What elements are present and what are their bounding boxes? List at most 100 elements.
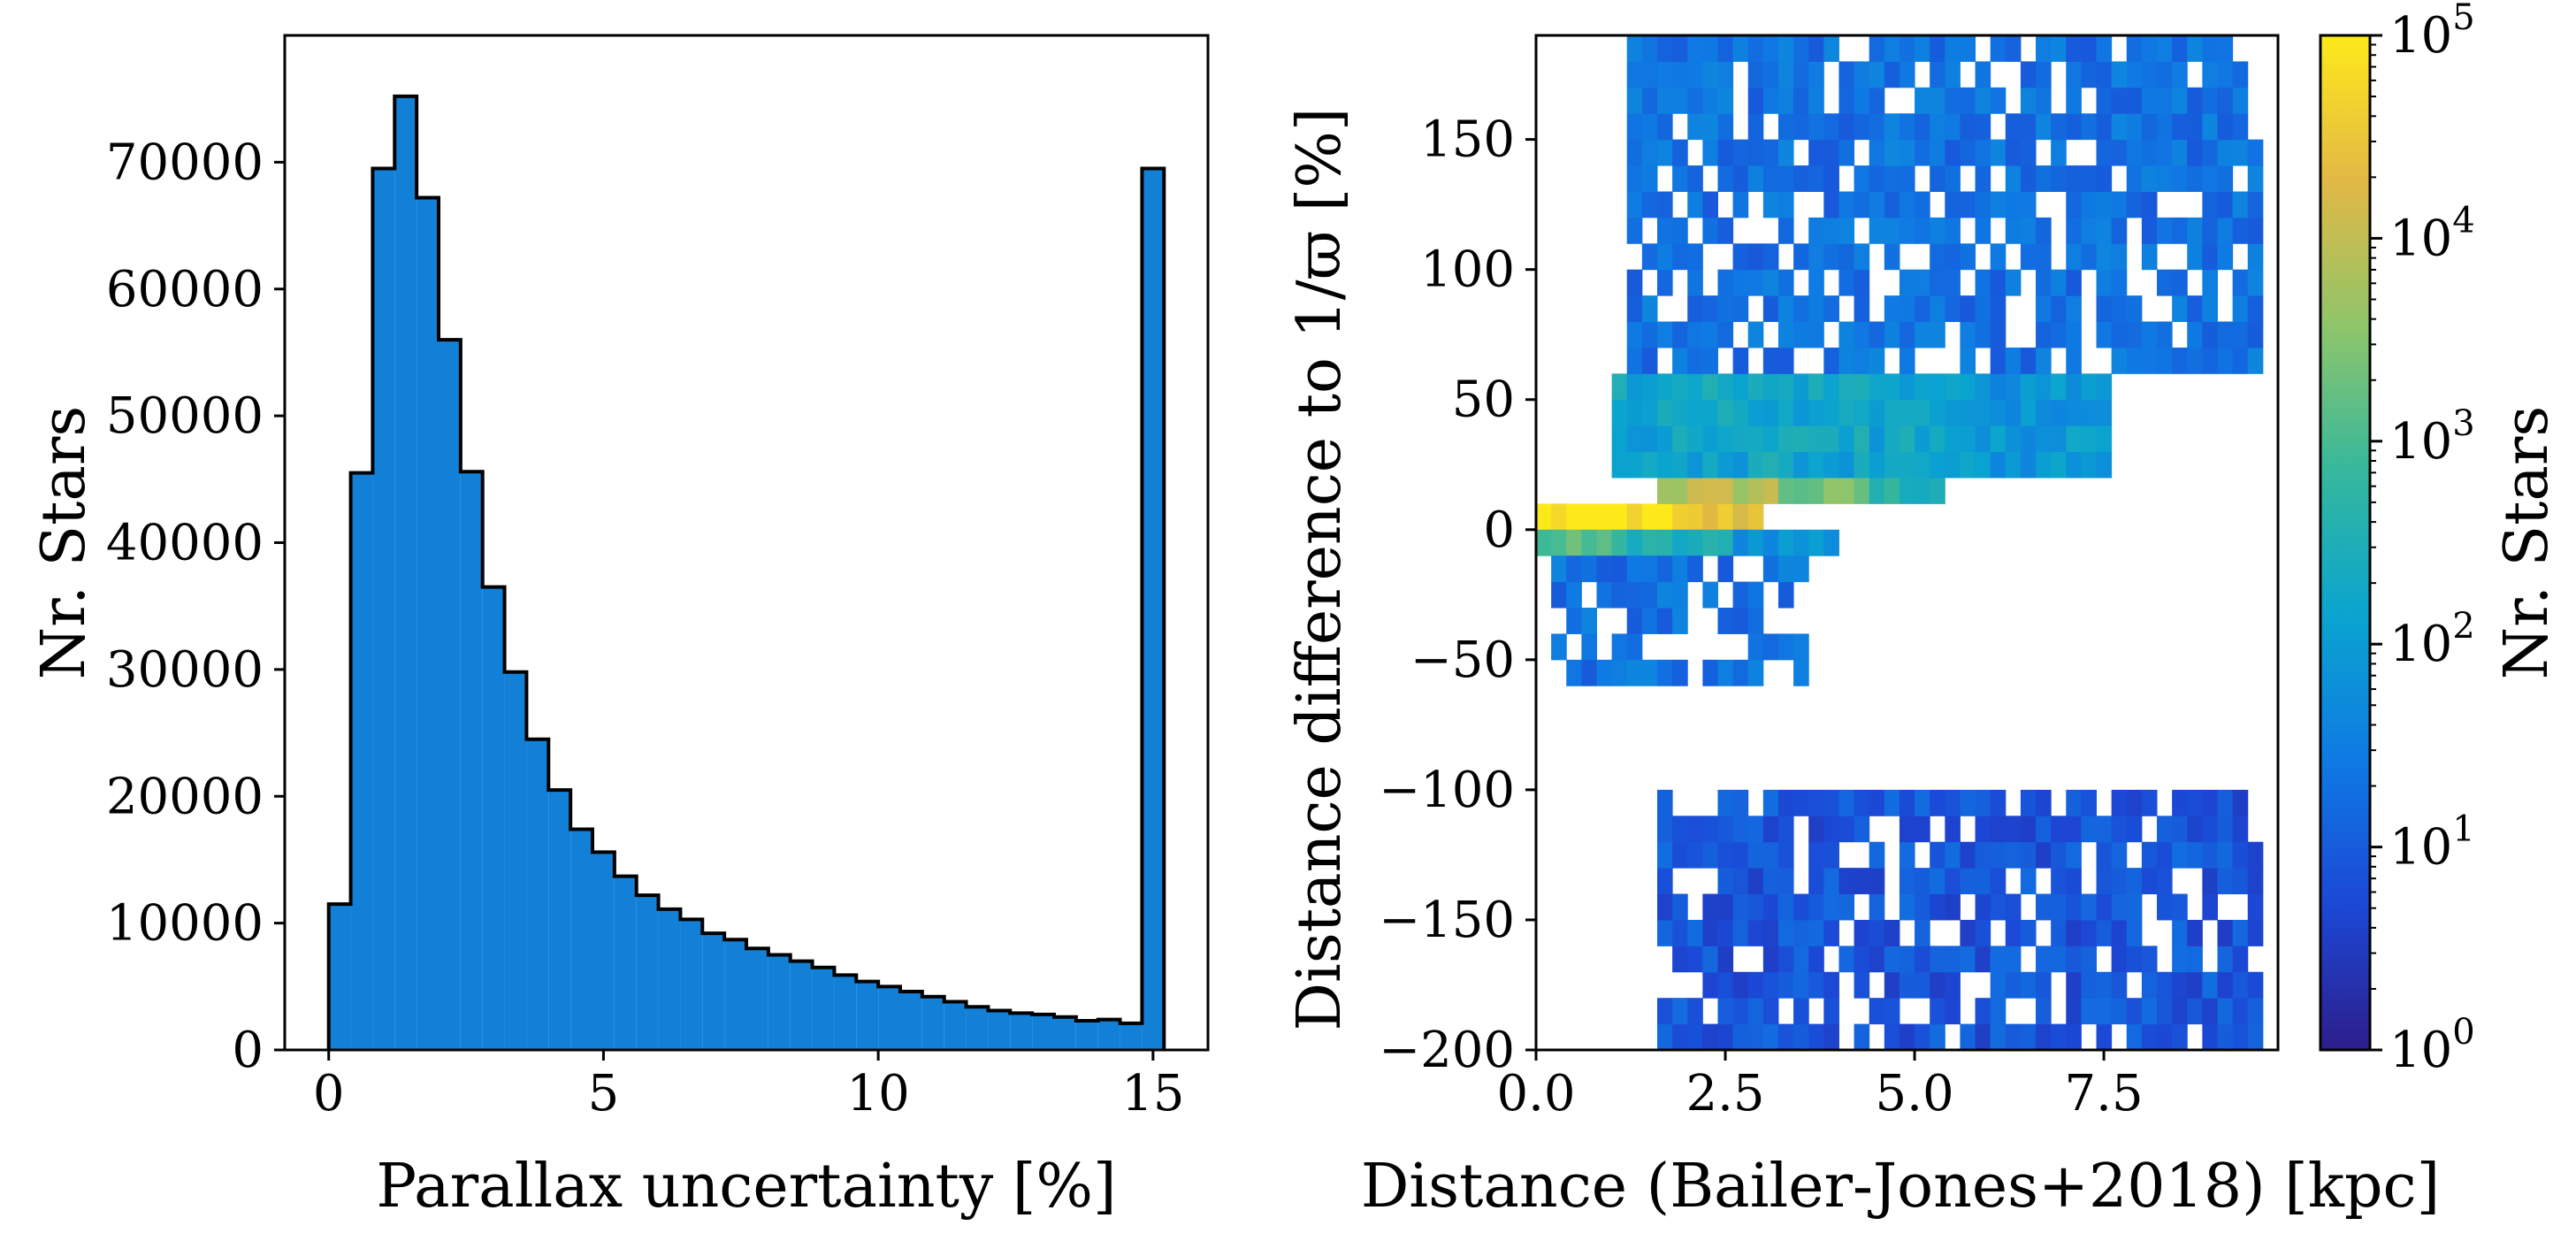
heatmap-cell <box>1656 868 1673 895</box>
heatmap-cell <box>1884 321 1900 349</box>
histogram-bar <box>702 933 725 1050</box>
heatmap-cell <box>2066 35 2082 62</box>
heatmap-cell <box>2172 269 2188 296</box>
heatmap-cell <box>1747 529 1764 556</box>
heatmap-cell <box>2202 191 2219 218</box>
heatmap-cell <box>1808 113 1824 141</box>
heatmap-cell <box>1717 113 1734 141</box>
heatmap-cell <box>1975 191 1991 218</box>
heatmap-cell <box>1687 529 1703 556</box>
heatmap-cell <box>1869 946 1885 973</box>
heatmap-cell <box>1838 217 1855 244</box>
histogram-bar <box>856 981 879 1050</box>
heatmap-y-ticks: −200 −150 −100 −50 0 50 100 150 <box>1379 111 1536 1079</box>
heatmap-cell <box>2005 893 2022 921</box>
heatmap-cell <box>1854 816 1870 843</box>
heatmap-cell <box>1838 868 1855 895</box>
heatmap-cell <box>1945 399 1961 426</box>
heatmap-cell <box>2005 113 2022 141</box>
heatmap-y-tick-label: −150 <box>1379 892 1515 949</box>
heatmap-cell <box>1687 61 1703 88</box>
heatmap-cell <box>1747 581 1764 609</box>
heatmap-cell <box>1808 477 1824 504</box>
heatmap-cell <box>1838 113 1855 141</box>
heatmap-cell <box>2066 243 2082 271</box>
heatmap-cell <box>1777 971 1794 999</box>
heatmap-cell <box>1854 113 1870 141</box>
heatmap-cell <box>1990 816 2007 843</box>
heatmap-cell <box>1762 373 1779 401</box>
heatmap-y-tick-label: −100 <box>1379 762 1515 819</box>
colorbar-tick-label: 105 <box>2389 0 2475 65</box>
heatmap-cell <box>1732 1023 1749 1051</box>
heatmap-cell <box>1687 946 1703 973</box>
heatmap-cell <box>2232 919 2249 946</box>
heatmap-cell <box>1808 841 1824 869</box>
heatmap-cell <box>1975 893 1991 921</box>
heatmap-cell <box>2247 919 2264 946</box>
heatmap-cell <box>1793 633 1809 661</box>
heatmap-cell <box>2111 816 2128 843</box>
heatmap-cell <box>2157 347 2173 374</box>
heatmap-cell <box>1656 1023 1673 1051</box>
histogram-bar <box>812 967 835 1050</box>
heatmap-cell <box>2232 841 2249 869</box>
heatmap-cell <box>1687 399 1703 426</box>
heatmap-cell <box>2081 998 2098 1025</box>
heatmap-cell <box>2005 451 2022 479</box>
heatmap-cell <box>1747 816 1764 843</box>
heatmap-cell <box>2217 919 2234 946</box>
heatmap-cell <box>1656 191 1673 218</box>
heatmap-cell <box>1656 321 1673 349</box>
heatmap-cell <box>1823 217 1839 244</box>
heatmap-cell <box>2141 35 2158 62</box>
heatmap-cell <box>2157 893 2173 921</box>
heatmap-cell <box>2066 971 2082 999</box>
heatmap-x-tick-label: 7.5 <box>2065 1065 2144 1122</box>
heatmap-cell <box>1656 451 1673 479</box>
heatmap-cell <box>1777 269 1794 296</box>
heatmap-cell <box>1960 946 1976 973</box>
heatmap-cell <box>2247 1023 2264 1051</box>
heatmap-cell <box>1656 113 1673 141</box>
heatmap-cell <box>1960 347 1976 374</box>
heatmap-cell <box>1777 61 1794 88</box>
heatmap-cell <box>1930 165 1945 192</box>
heatmap-panel: 0.0 2.5 5.0 7.5 −200 −150 −100 −50 0 50 100 150 Di… <box>1285 34 2440 1222</box>
heatmap-cell <box>1793 1023 1809 1051</box>
heatmap-cell <box>1626 529 1643 556</box>
heatmap-cell <box>2036 295 2052 323</box>
heatmap-cell <box>1777 529 1794 556</box>
heatmap-cell <box>1975 113 1991 141</box>
heatmap-cell <box>1641 139 1658 166</box>
heatmap-cell <box>1975 919 1991 946</box>
heatmap-cell <box>2157 971 2173 999</box>
heatmap-cell <box>1732 529 1749 556</box>
heatmap-cell <box>1960 868 1976 895</box>
heatmap-cell <box>2081 399 2098 426</box>
heatmap-cell <box>1762 35 1779 62</box>
heatmap-cell <box>2141 841 2158 869</box>
heatmap-cell <box>1732 971 1749 999</box>
heatmap-x-ticks: 0.0 2.5 5.0 7.5 <box>1496 1050 2144 1122</box>
heatmap-cell <box>1626 269 1643 296</box>
heatmap-cell <box>1869 61 1885 88</box>
heatmap-cell <box>2232 113 2249 141</box>
heatmap-cell <box>2126 87 2143 114</box>
heatmap-cell <box>1536 529 1552 556</box>
heatmap-cell <box>2005 269 2022 296</box>
heatmap-x-tick-label: 2.5 <box>1685 1065 1764 1122</box>
heatmap-cell <box>1717 373 1734 401</box>
heatmap-cell <box>1930 789 1945 816</box>
heatmap-cell <box>1672 87 1688 114</box>
heatmap-cell <box>2066 919 2082 946</box>
heatmap-cell <box>2096 321 2113 349</box>
heatmap-cell <box>1762 893 1779 921</box>
heatmap-cell <box>2096 191 2113 218</box>
heatmap-cell <box>1990 971 2007 999</box>
heatmap-cell <box>1945 946 1961 973</box>
heatmap-cell <box>1823 35 1839 62</box>
heatmap-cell <box>2005 347 2022 374</box>
heatmap-cell <box>2187 139 2203 166</box>
heatmap-cell <box>1702 946 1718 973</box>
